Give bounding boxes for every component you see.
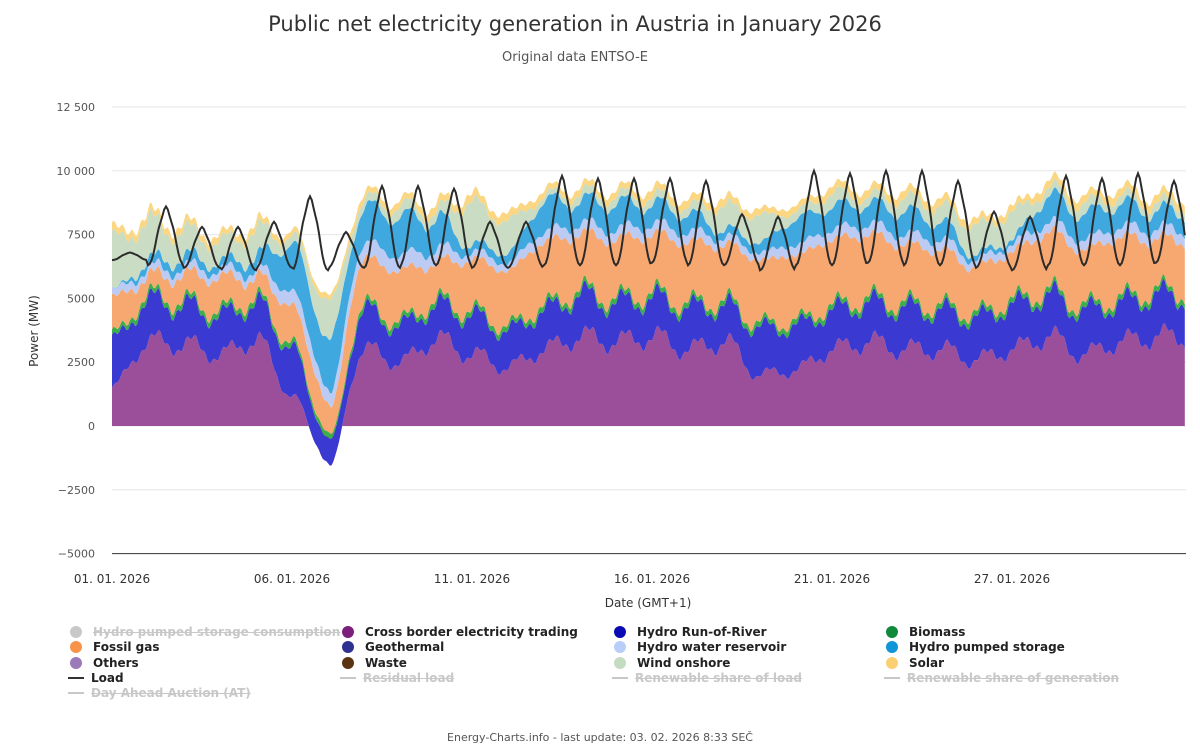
legend-label: Renewable share of generation — [907, 670, 1119, 685]
legend-item-waste[interactable]: Waste — [342, 656, 407, 670]
legend-label: Solar — [909, 655, 945, 670]
legend-item-others[interactable]: Others — [70, 656, 139, 670]
legend-dot-icon — [886, 641, 898, 654]
area-solar[interactable] — [112, 171, 1185, 301]
legend-item-fossil-gas[interactable]: Fossil gas — [70, 640, 159, 654]
x-tick-label: 16. 01. 2026 — [614, 572, 690, 586]
x-axis-label: Date (GMT+1) — [605, 596, 692, 610]
legend-label: Cross border electricity trading — [365, 625, 578, 639]
x-tick-label: 01. 01. 2026 — [74, 572, 150, 586]
legend-label: Waste — [365, 655, 407, 670]
legend-dot-icon — [886, 656, 898, 669]
legend-item-renewable-share-of-load[interactable]: Renewable share of load — [612, 670, 802, 685]
x-tick-label: 06. 01. 2026 — [254, 572, 330, 586]
legend-line-icon — [340, 676, 356, 679]
legend-label: Wind onshore — [637, 655, 731, 670]
x-tick-label: 27. 01. 2026 — [974, 572, 1050, 586]
legend-label: Load — [91, 670, 124, 685]
plot-area[interactable]: 12 500 10 000 7500 5000 2500 0 −2500 −5000 01. 0… — [0, 0, 1200, 620]
legend-label: Residual load — [363, 670, 455, 685]
legend-item-wind-onshore[interactable]: Wind onshore — [614, 656, 730, 670]
legend-dot-icon — [614, 626, 626, 638]
legend-item-biomass[interactable]: Biomass — [886, 625, 965, 639]
legend-item-renewable-share-of-generation[interactable]: Renewable share of generation — [884, 670, 1119, 685]
legend-line-icon — [884, 676, 900, 679]
legend-dot-icon — [342, 641, 354, 654]
load-line[interactable] — [111, 167, 1186, 272]
area-fossil-gas[interactable] — [112, 225, 1185, 434]
legend-item-day-ahead-auction-at-[interactable]: Day Ahead Auction (AT) — [68, 686, 251, 701]
legend-label: Hydro pumped storage — [909, 640, 1065, 655]
legend-label: Hydro water reservoir — [637, 640, 787, 655]
legend-label: Biomass — [909, 625, 966, 639]
legend-line-icon — [612, 676, 628, 679]
legend-item-hydro-water-reservoir[interactable]: Hydro water reservoir — [614, 640, 786, 654]
y-tick-label: 12 500 — [57, 101, 96, 114]
y-tick-label: 7500 — [67, 229, 95, 242]
y-tick-label: 10 000 — [57, 165, 96, 178]
legend-label: Renewable share of load — [635, 670, 802, 685]
legend-label: Hydro pumped storage consumption — [93, 625, 341, 639]
legend-label: Day Ahead Auction (AT) — [91, 686, 251, 701]
chart-subtitle: Original data ENTSO-E — [501, 50, 649, 65]
legend-label: Fossil gas — [93, 640, 160, 655]
x-tick-label: 11. 01. 2026 — [434, 572, 510, 586]
y-tick-label: −5000 — [58, 548, 95, 561]
legend-item-hydro-pumped-storage-consumption[interactable]: Hydro pumped storage consumption — [70, 625, 340, 639]
legend-line-icon — [68, 676, 84, 679]
area-hydro-run-of-river[interactable] — [112, 278, 1185, 466]
legend-item-geothermal[interactable]: Geothermal — [342, 640, 444, 654]
legend-label: Geothermal — [365, 640, 445, 655]
legend-item-hydro-pumped-storage[interactable]: Hydro pumped storage — [886, 640, 1065, 654]
legend-dot-icon — [614, 656, 626, 669]
legend-item-load[interactable]: Load — [68, 670, 124, 685]
legend-dot-icon — [70, 656, 82, 669]
legend-item-cross-border-electricity-trading[interactable]: Cross border electricity trading — [342, 625, 578, 639]
area-cross-border-electricity-trading[interactable] — [112, 323, 1185, 466]
legend-dot-icon — [614, 641, 626, 654]
legend-item-residual-load[interactable]: Residual load — [340, 670, 455, 685]
y-axis-label: Power (MW) — [27, 295, 41, 367]
area-hydro-water-reservoir[interactable] — [112, 215, 1185, 408]
legend-dot-icon — [342, 656, 354, 669]
x-tick-label: 21. 01. 2026 — [794, 572, 870, 586]
y-tick-label: 0 — [88, 420, 95, 433]
legend-dot-icon — [70, 641, 82, 654]
y-tick-label: −2500 — [58, 484, 95, 497]
chart-title: Public net electricity generation in Aus… — [268, 12, 882, 36]
y-tick-label: 2500 — [67, 356, 95, 369]
legend-item-hydro-run-of-river[interactable]: Hydro Run-of-River — [614, 625, 767, 639]
legend-dot-icon — [342, 626, 354, 638]
legend-line-icon — [68, 692, 84, 695]
legend-dot-icon — [70, 626, 82, 638]
legend-label: Hydro Run-of-River — [637, 625, 767, 639]
legend-dot-icon — [886, 626, 898, 638]
area-hydro-pumped-storage[interactable] — [112, 187, 1185, 394]
legend-label: Others — [93, 655, 139, 670]
y-tick-label: 5000 — [67, 292, 95, 305]
legend-item-solar[interactable]: Solar — [886, 656, 944, 670]
footer-credit: Energy-Charts.info - last update: 03. 02… — [447, 731, 753, 744]
